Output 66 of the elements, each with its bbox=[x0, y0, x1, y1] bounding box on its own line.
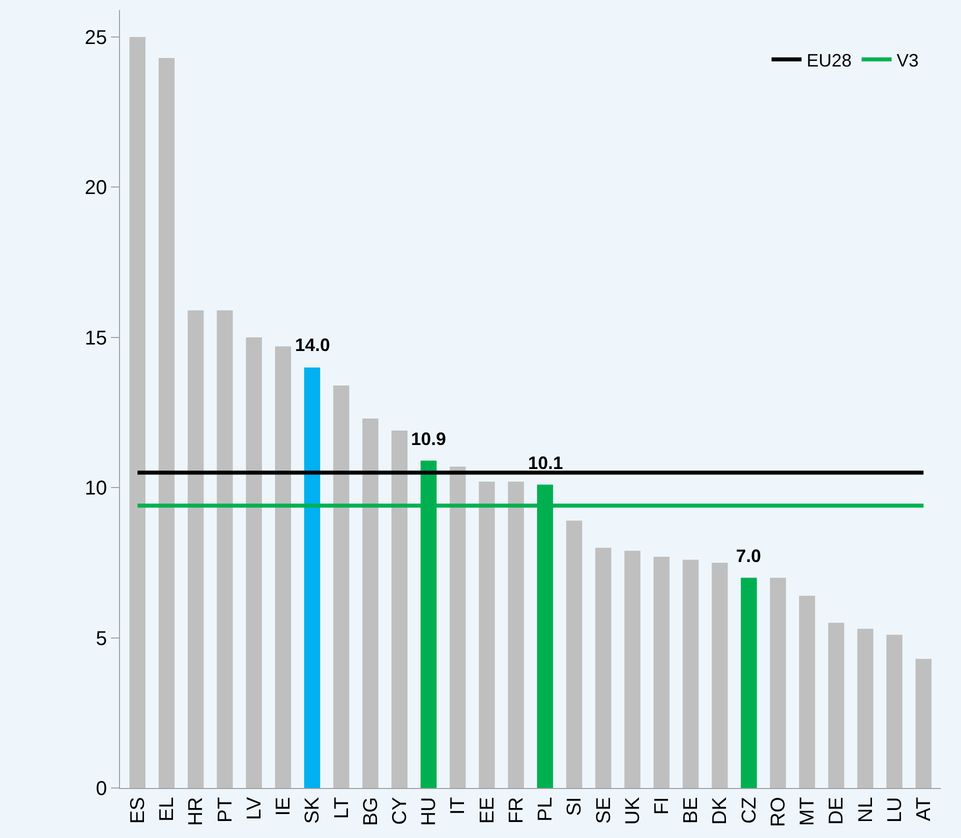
x-tick-label: NL bbox=[854, 797, 877, 823]
x-tick-label: BG bbox=[360, 797, 382, 826]
bar bbox=[158, 58, 175, 788]
x-tick-label: SI bbox=[564, 797, 586, 816]
x-tick-label: CY bbox=[388, 797, 411, 825]
x-tick-label: CZ bbox=[738, 797, 760, 824]
x-tick-label: SK bbox=[302, 796, 324, 824]
data-label: 7.0 bbox=[736, 546, 762, 566]
x-tick-label: HR bbox=[185, 797, 208, 826]
legend-label: V3 bbox=[896, 50, 919, 70]
bar bbox=[508, 482, 524, 788]
bar bbox=[712, 562, 728, 788]
x-tick-label: ES bbox=[126, 797, 149, 824]
y-tick-label: 5 bbox=[96, 628, 107, 650]
x-tick-label: AT bbox=[913, 797, 936, 822]
data-label: 10.1 bbox=[528, 453, 564, 473]
x-tick-label: EE bbox=[476, 797, 498, 824]
bar bbox=[566, 520, 582, 788]
x-tick-label: PT bbox=[214, 797, 236, 823]
bar bbox=[304, 367, 320, 788]
x-tick-label: DK bbox=[709, 796, 732, 825]
x-tick-label: PL bbox=[534, 797, 557, 822]
bar bbox=[362, 418, 378, 788]
legend-label: EU28 bbox=[806, 50, 852, 70]
bar bbox=[129, 37, 146, 788]
bar bbox=[216, 310, 233, 788]
x-tick-label: FI bbox=[651, 797, 674, 815]
bar bbox=[654, 556, 670, 788]
bar bbox=[595, 548, 612, 788]
bar bbox=[682, 560, 699, 788]
y-tick-label: 20 bbox=[84, 177, 107, 200]
x-tick-label: HU bbox=[418, 797, 440, 826]
y-tick-label: 10 bbox=[84, 478, 107, 500]
bar bbox=[886, 634, 902, 788]
bar bbox=[916, 658, 932, 788]
x-tick-label: IE bbox=[272, 797, 295, 816]
bar bbox=[740, 578, 757, 788]
data-label: 14.0 bbox=[295, 335, 330, 355]
x-tick-label: RO bbox=[767, 797, 790, 827]
bar bbox=[624, 550, 640, 788]
x-tick-label: EL bbox=[156, 797, 178, 822]
x-tick-label: BE bbox=[680, 797, 702, 824]
x-tick-label: IT bbox=[447, 797, 470, 815]
bar bbox=[770, 578, 786, 788]
x-tick-label: UK bbox=[622, 796, 644, 825]
x-tick-label: MT bbox=[796, 797, 819, 826]
bar bbox=[828, 622, 844, 788]
y-tick-label: 15 bbox=[84, 327, 107, 350]
y-tick-label: 25 bbox=[84, 27, 107, 50]
bar bbox=[275, 346, 292, 788]
bar bbox=[391, 430, 408, 788]
bar bbox=[246, 337, 262, 788]
x-tick-label: DE bbox=[826, 797, 848, 825]
bar bbox=[333, 385, 350, 788]
bar bbox=[478, 482, 495, 788]
x-tick-label: LU bbox=[884, 797, 906, 823]
x-tick-label: LT bbox=[330, 797, 353, 819]
bar bbox=[857, 628, 874, 788]
y-tick-label: 0 bbox=[96, 778, 107, 800]
bar bbox=[799, 596, 816, 788]
data-label: 10.9 bbox=[411, 429, 446, 449]
x-tick-label: LV bbox=[243, 796, 266, 820]
x-tick-label: SE bbox=[592, 797, 615, 824]
bar bbox=[188, 310, 204, 788]
bar bbox=[450, 466, 466, 788]
x-tick-label: FR bbox=[505, 797, 528, 824]
